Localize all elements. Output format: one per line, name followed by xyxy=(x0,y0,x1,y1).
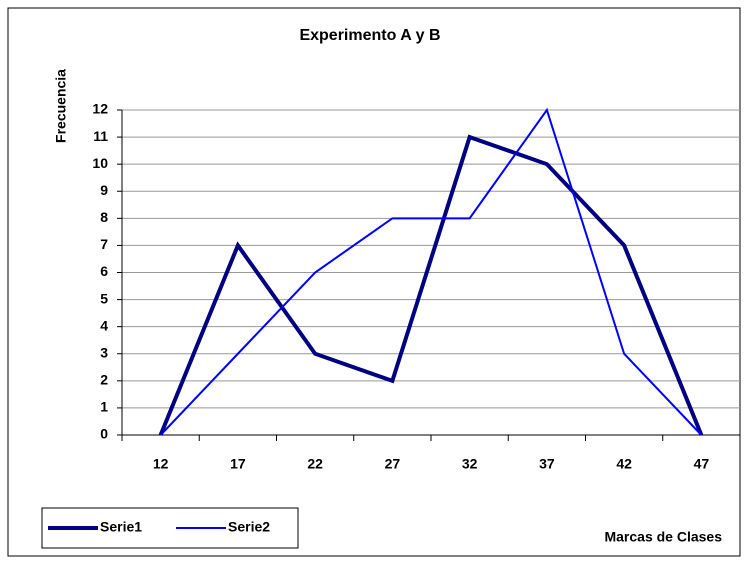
x-tick-label: 42 xyxy=(616,456,632,472)
y-tick-label: 3 xyxy=(100,344,108,360)
y-tick-label: 12 xyxy=(92,101,108,117)
y-tick-label: 8 xyxy=(100,209,108,225)
x-tick-label: 27 xyxy=(385,456,401,472)
y-tick-label: 9 xyxy=(100,182,108,198)
y-tick-label: 11 xyxy=(93,128,108,144)
chart-border xyxy=(7,7,741,557)
y-tick-label: 6 xyxy=(100,263,108,279)
x-axis-label: Marcas de Clases xyxy=(604,529,722,545)
y-tick-label: 7 xyxy=(100,236,108,252)
y-tick-label: 10 xyxy=(92,155,108,171)
y-tick-label: 2 xyxy=(100,372,108,388)
y-tick-label: 1 xyxy=(100,399,108,415)
legend-label: Serie1 xyxy=(100,519,142,535)
y-tick-label: 5 xyxy=(100,290,108,306)
x-tick-label: 12 xyxy=(153,456,169,472)
x-tick-label: 37 xyxy=(539,456,555,472)
legend-label: Serie2 xyxy=(228,519,270,535)
x-tick-label: 32 xyxy=(462,456,478,472)
series-line xyxy=(159,107,703,436)
series-line xyxy=(158,134,704,436)
x-tick-label: 47 xyxy=(694,456,710,472)
x-tick-label: 22 xyxy=(307,456,323,472)
chart-title: Experimento A y B xyxy=(299,27,440,44)
y-axis-label: Frecuencia xyxy=(53,69,69,143)
y-tick-label: 4 xyxy=(100,317,108,333)
x-tick-label: 17 xyxy=(230,456,246,472)
y-tick-label: 0 xyxy=(100,426,108,442)
